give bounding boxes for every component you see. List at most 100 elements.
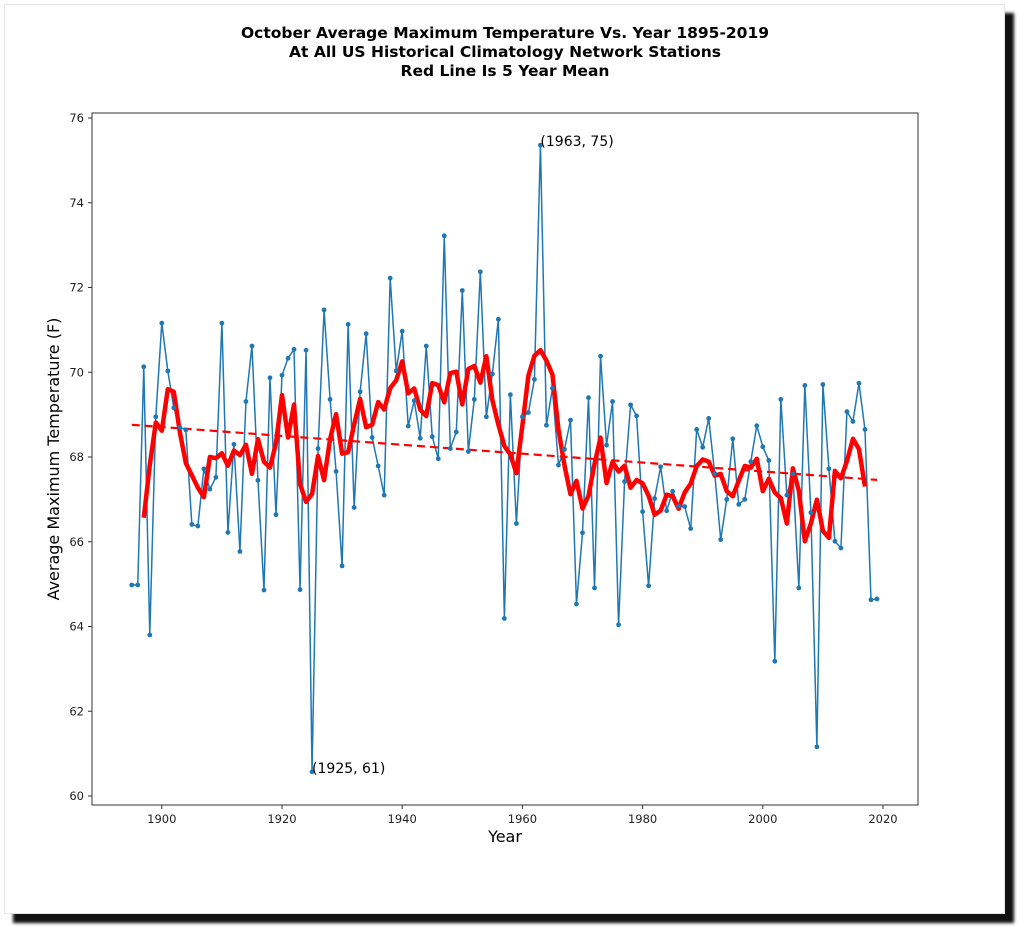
data-point: [562, 446, 567, 452]
annotations: (1963, 75) (1925, 61): [312, 134, 614, 777]
data-point: [862, 427, 868, 432]
temperature-line: [131, 145, 878, 772]
data-point: [297, 587, 303, 593]
x-tick-label: 2020: [868, 812, 897, 826]
data-point: [826, 466, 832, 472]
data-point: [429, 434, 435, 440]
data-point: [249, 343, 255, 349]
y-axis-label: Average Maximum Temperature (F): [44, 318, 63, 601]
data-point: [495, 316, 501, 322]
data-point: [772, 658, 778, 664]
data-point: [706, 416, 712, 421]
figure-card: [4, 4, 1005, 914]
data-point: [520, 414, 525, 420]
data-point: [513, 521, 519, 526]
data-point: [195, 523, 201, 529]
data-point: [694, 427, 700, 432]
chart-title-line-3: Red Line Is 5 Year Mean: [400, 62, 610, 80]
data-point: [309, 769, 315, 775]
data-point: [459, 288, 465, 293]
data-point: [435, 456, 441, 462]
data-point: [682, 504, 688, 509]
data-point: [550, 385, 555, 391]
data-point: [634, 413, 639, 419]
data-point: [532, 377, 537, 382]
data-point: [471, 396, 477, 402]
data-point: [640, 509, 645, 515]
data-point: [303, 347, 309, 353]
data-point: [610, 399, 615, 404]
y-tick-label: 66: [69, 535, 84, 549]
y-tick-label: 70: [69, 365, 84, 379]
data-point: [189, 521, 195, 527]
y-tick-label: 76: [69, 111, 84, 125]
data-point: [796, 585, 802, 591]
data-point: [327, 396, 333, 402]
data-point: [501, 616, 507, 621]
y-tick-label: 64: [69, 620, 84, 634]
data-point: [129, 582, 135, 588]
data-point: [538, 142, 543, 148]
data-point: [345, 321, 351, 327]
data-point: [736, 502, 742, 507]
data-point: [592, 585, 597, 591]
data-point: [453, 429, 459, 435]
data-point: [766, 457, 772, 463]
data-point: [832, 538, 838, 544]
data-point: [351, 505, 357, 510]
data-point: [201, 466, 207, 472]
data-point: [381, 492, 387, 498]
data-point: [417, 435, 423, 441]
data-point: [219, 320, 225, 326]
y-tick-label: 72: [69, 281, 84, 295]
data-point: [814, 744, 820, 750]
x-axis-label: Year: [487, 827, 522, 846]
y-tick-label: 68: [69, 450, 84, 464]
data-point: [616, 622, 621, 628]
data-point: [231, 441, 237, 447]
data-point: [742, 496, 748, 502]
data-point: [748, 459, 754, 465]
data-point: [441, 233, 447, 239]
data-point: [718, 537, 724, 543]
y-axis-ticks: 60 62 64 66 68 70 72 74 76: [69, 111, 92, 803]
data-point: [339, 563, 345, 569]
data-point: [363, 331, 369, 337]
data-point: [544, 422, 549, 428]
data-point: [285, 355, 291, 361]
data-point: [207, 486, 213, 492]
data-point: [279, 372, 285, 378]
data-point: [778, 396, 784, 402]
data-point: [147, 632, 153, 638]
data-point: [411, 398, 417, 404]
data-point: [153, 414, 159, 420]
plot-marks: [129, 142, 880, 775]
data-point: [135, 582, 141, 588]
data-point: [261, 587, 267, 593]
data-point: [646, 583, 652, 589]
data-point: [333, 469, 339, 474]
data-point: [405, 423, 411, 429]
data-point: [838, 545, 844, 551]
data-point: [844, 409, 850, 415]
data-point: [712, 471, 718, 476]
data-point: [387, 275, 393, 281]
trend-line: [131, 423, 878, 481]
data-point: [171, 405, 177, 411]
data-point: [802, 382, 808, 388]
x-tick-label: 1920: [267, 812, 296, 826]
chart-title: October Average Maximum Temperature Vs. …: [0, 24, 1010, 81]
chart-title-line-2: At All US Historical Climatology Network…: [289, 43, 721, 61]
data-point: [177, 424, 183, 430]
y-tick-label: 60: [69, 789, 84, 803]
y-tick-label: 62: [69, 704, 84, 718]
data-point: [586, 395, 591, 401]
x-tick-label: 1900: [147, 812, 176, 826]
data-point: [670, 488, 676, 494]
data-point: [273, 512, 279, 518]
data-point: [622, 479, 627, 484]
data-point: [375, 463, 381, 469]
data-point: [526, 410, 531, 415]
data-point: [465, 449, 471, 454]
data-point: [700, 444, 706, 450]
